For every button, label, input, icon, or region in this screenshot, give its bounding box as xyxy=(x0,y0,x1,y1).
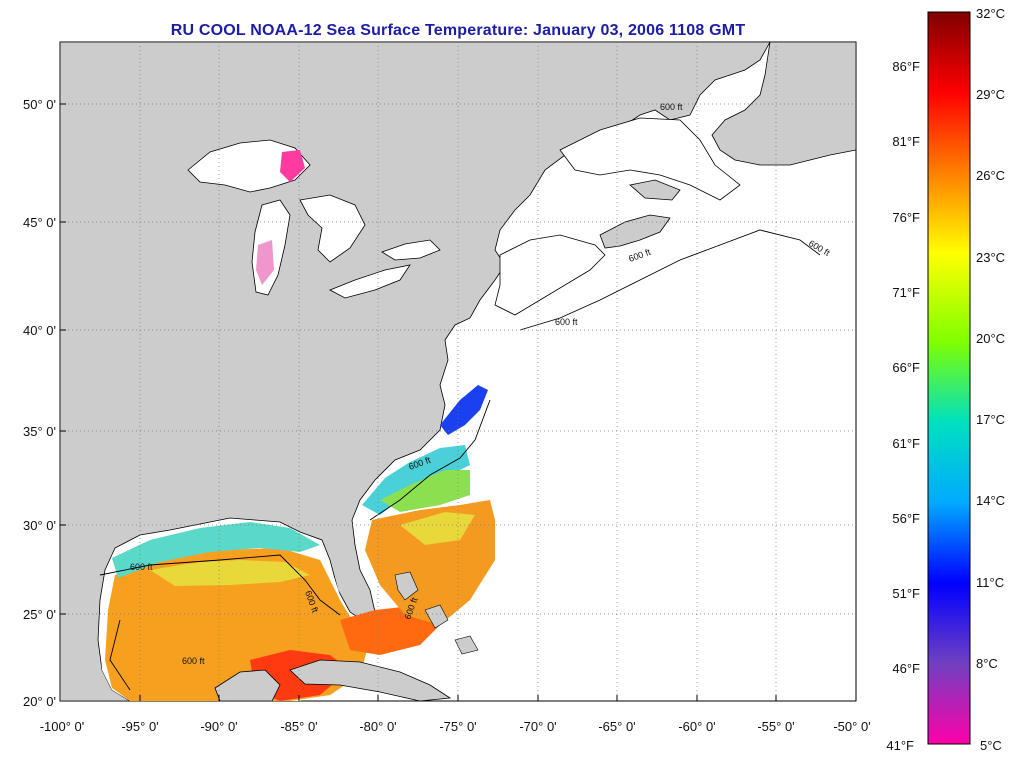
lon-label-70: -70° 0' xyxy=(519,719,556,734)
land-bahamas xyxy=(394,571,479,655)
colorbar-c-14: 14°C xyxy=(976,493,1005,508)
contour-label-gulf-south: 600 ft xyxy=(182,656,205,666)
colorbar-f-81: 81°F xyxy=(892,134,920,149)
sst-gulf-cool-shelf xyxy=(112,522,320,578)
colorbar-c-23: 23°C xyxy=(976,250,1005,265)
sst-atlantic-yellow xyxy=(400,512,475,545)
lon-label-50: -50° 0' xyxy=(833,719,870,734)
sst-carolina-green xyxy=(380,470,470,512)
colorbar-f-66: 66°F xyxy=(892,360,920,375)
lon-label-60: -60° 0' xyxy=(678,719,715,734)
land-north-america xyxy=(60,42,771,701)
colorbar-c-5: 5°C xyxy=(980,738,1002,753)
lon-label-80: -80° 0' xyxy=(359,719,396,734)
lat-label-20: 20° 0' xyxy=(23,694,56,709)
lake-erie xyxy=(329,264,411,299)
colorbar-celsius-labels: 32°C 29°C 26°C 23°C 20°C 17°C 14°C 11°C … xyxy=(976,6,1005,753)
colorbar-c-8: 8°C xyxy=(976,656,998,671)
colorbar-f-56: 56°F xyxy=(892,511,920,526)
gulf-of-maine xyxy=(494,234,606,316)
colorbar-f-61: 61°F xyxy=(892,436,920,451)
land-nova-scotia xyxy=(599,214,671,249)
colorbar-c-29: 29°C xyxy=(976,87,1005,102)
land-newfoundland xyxy=(711,42,856,166)
colorbar-c-32: 32°C xyxy=(976,6,1005,21)
land-cuba xyxy=(289,659,452,701)
lake-michigan-sst xyxy=(256,240,274,285)
map-grid xyxy=(60,42,856,701)
colorbar-f-46: 46°F xyxy=(892,661,920,676)
lon-label-55: -55° 0' xyxy=(757,719,794,734)
lon-label-65: -65° 0' xyxy=(598,719,635,734)
colorbar-c-26: 26°C xyxy=(976,168,1005,183)
colorbar-f-51: 51°F xyxy=(892,586,920,601)
lon-label-100: -100° 0' xyxy=(40,719,85,734)
lat-label-40: 40° 0' xyxy=(23,323,56,338)
colorbar-f-76: 76°F xyxy=(892,210,920,225)
colorbar-f-41: 41°F xyxy=(886,738,914,753)
colorbar-c-17: 17°C xyxy=(976,412,1005,427)
contour-label-gulf-west: 600 ft xyxy=(130,562,153,572)
map-title: RU COOL NOAA-12 Sea Surface Temperature:… xyxy=(170,22,746,39)
lat-label-25: 25° 0' xyxy=(23,607,56,622)
colorbar xyxy=(927,11,971,745)
lat-label-30: 30° 0' xyxy=(23,518,56,533)
axis-ticks xyxy=(60,103,777,701)
land-pei xyxy=(629,179,681,201)
gulf-st-lawrence xyxy=(559,117,741,201)
lat-label-35: 35° 0' xyxy=(23,424,56,439)
lake-huron xyxy=(299,194,366,263)
sst-hatteras-blue xyxy=(440,385,488,435)
contour-label-labrador: 600 ft xyxy=(660,102,683,112)
colorbar-c-20: 20°C xyxy=(976,331,1005,346)
lon-label-85: -85° 0' xyxy=(280,719,317,734)
sst-gulf-yellow xyxy=(150,560,310,586)
colorbar-c-11: 11°C xyxy=(976,575,1004,590)
lake-superior xyxy=(187,139,311,193)
lon-label-90: -90° 0' xyxy=(200,719,237,734)
lon-label-75: -75° 0' xyxy=(439,719,476,734)
colorbar-fahrenheit-labels: 86°F 81°F 76°F 71°F 66°F 61°F 56°F 51°F … xyxy=(886,59,920,753)
lat-label-50: 50° 0' xyxy=(23,97,56,112)
lat-label-45: 45° 0' xyxy=(23,215,56,230)
lon-label-95: -95° 0' xyxy=(121,719,158,734)
colorbar-f-86: 86°F xyxy=(892,59,920,74)
colorbar-f-71: 71°F xyxy=(892,285,920,300)
land-yucatan xyxy=(214,669,281,701)
lake-ontario xyxy=(381,239,441,261)
contour-label-new-england: 600 ft xyxy=(555,317,578,327)
contour-600ft xyxy=(99,229,821,691)
